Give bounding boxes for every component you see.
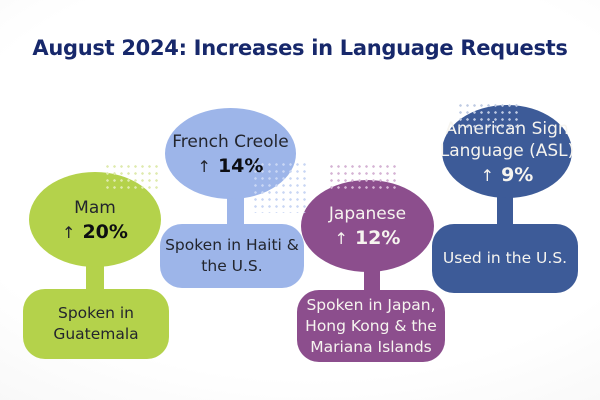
- balloon-stem: [497, 188, 513, 232]
- up-arrow-icon: ↑: [197, 156, 211, 176]
- decorative-dots: [104, 163, 160, 193]
- description-line: Spoken in Haiti &: [165, 236, 299, 254]
- up-arrow-icon: ↑: [480, 165, 495, 185]
- description-line: Hong Kong & the: [305, 316, 437, 335]
- balloon-card-mam: Spoken in Guatemala: [23, 289, 169, 359]
- description-line: the U.S.: [201, 257, 263, 275]
- decorative-dots: [457, 102, 521, 132]
- decorative-dots: [328, 163, 396, 193]
- description-line: Mariana Islands: [310, 337, 432, 356]
- description-line: Guatemala: [53, 325, 139, 343]
- page-title: August 2024: Increases in Language Reque…: [32, 36, 568, 60]
- description-line: Spoken in Japan,: [306, 295, 436, 314]
- language-name: Japanese: [328, 204, 407, 224]
- percent-value: 9%: [501, 163, 534, 186]
- up-arrow-icon: ↑: [334, 229, 348, 248]
- decorative-dots: [252, 161, 306, 213]
- percent-value: 20%: [82, 220, 128, 243]
- language-name: French Creole: [172, 131, 289, 152]
- percent-line: ↑ 12%: [335, 227, 401, 249]
- balloon-ellipse-japanese: Japanese ↑ 12%: [301, 180, 434, 272]
- percent-line: ↑ 20%: [62, 221, 128, 243]
- language-name: Mam: [74, 197, 116, 218]
- balloon-card-french-creole: Spoken in Haiti & the U.S.: [160, 224, 304, 288]
- balloon-card-asl: Used in the U.S.: [432, 224, 578, 293]
- up-arrow-icon: ↑: [62, 222, 76, 242]
- language-name: Language (ASL): [439, 140, 575, 161]
- percent-line: ↑ 9%: [481, 164, 534, 186]
- balloon-stem: [227, 190, 244, 232]
- description-line: Spoken in: [57, 304, 134, 322]
- percent-value: 12%: [354, 227, 401, 249]
- description-line: Used in the U.S.: [442, 249, 568, 267]
- balloon-card-japanese: Spoken in Japan, Hong Kong & the Mariana…: [297, 290, 445, 362]
